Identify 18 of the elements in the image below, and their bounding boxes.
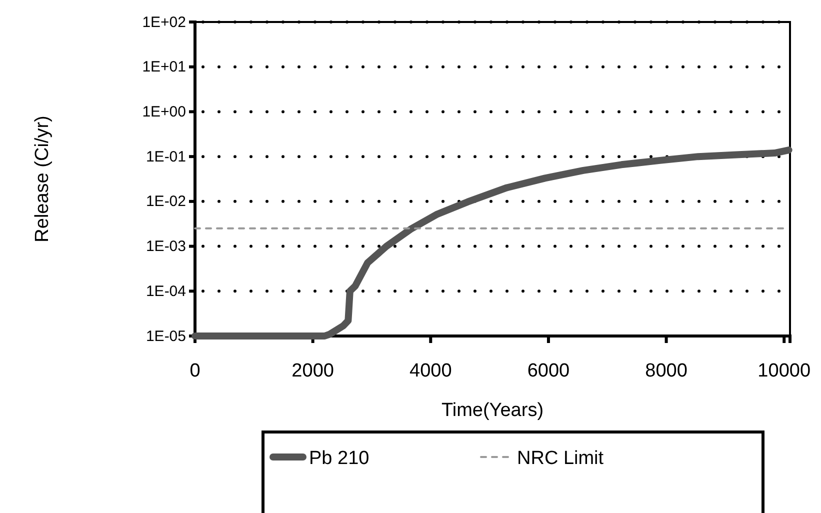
y-tick-label: 1E+00 (142, 104, 186, 121)
x-tick-label: 10000 (758, 360, 811, 382)
x-tick-label: 4000 (410, 360, 452, 382)
x-tick-label: 2000 (292, 360, 334, 382)
x-axis-title: Time(Years) (441, 400, 544, 421)
y-tick-label: 1E+01 (142, 58, 186, 76)
y-tick-label: 1E-04 (146, 282, 186, 300)
y-axis-title: Release (Ci/yr) (32, 116, 53, 242)
legend-label: Pb 210 (309, 448, 370, 469)
x-tick-label: 6000 (527, 360, 570, 382)
y-tick-label: 1E-01 (146, 148, 186, 166)
legend-label: NRC Limit (517, 448, 604, 469)
y-tick-label: 1E+02 (142, 14, 186, 31)
y-tick-label: 1E-02 (146, 193, 186, 210)
y-tick-label: 1E-03 (146, 238, 186, 256)
y-tick-label: 1E-05 (146, 328, 186, 345)
x-tick-label: 8000 (645, 360, 688, 382)
x-tick-label: 0 (190, 360, 200, 382)
